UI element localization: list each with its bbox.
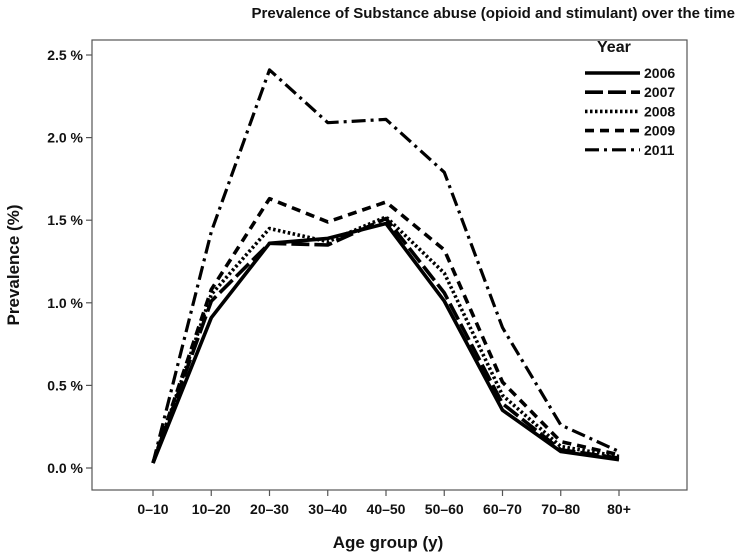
series-line-2009 [151,196,620,464]
x-tick-label: 40–50 [367,501,406,517]
x-tick-label: 10–20 [192,501,231,517]
x-tick-label: 80+ [607,501,631,517]
y-tick-label: 0.0 % [47,460,83,476]
x-tick-label: 60–70 [483,501,522,517]
y-axis-label: Prevalence (%) [4,205,23,326]
legend-label-2008: 2008 [644,103,675,119]
y-tick-label: 1.5 % [47,212,83,228]
x-tick-label: 50–60 [425,501,464,517]
y-tick-label: 2.5 % [47,47,83,63]
legend-label-2009: 2009 [644,123,675,139]
legend-label-2007: 2007 [644,84,675,100]
series-line-2006 [151,221,620,464]
y-tick-label: 1.0 % [47,295,83,311]
legend-title: Year [597,39,631,56]
legend-label-2011: 2011 [644,142,675,158]
x-tick-label: 70–80 [541,501,580,517]
plot-area-frame [91,39,688,491]
y-axis: 0.0 % 0.5 % 1.0 % 1.5 % 2.0 % 2.5 % [47,47,92,476]
x-tick-label: 20–30 [250,501,289,517]
y-tick-label: 2.0 % [47,130,83,146]
x-tick-label: 0–10 [137,501,168,517]
x-axis: 0–10 10–20 20–30 30–40 40–50 50–60 60–70 70–80 8… [137,490,631,517]
series-line-2008 [151,215,620,464]
series-line-2011 [151,68,620,464]
legend-label-2006: 2006 [644,65,675,81]
legend: Year 2006 2007 2008 2009 2011 [585,39,675,158]
x-axis-label: Age group (y) [333,533,444,552]
series-layer [151,68,620,464]
series-line-2007 [151,216,620,464]
y-tick-label: 0.5 % [47,377,83,393]
chart-title: Prevalence of Substance abuse (opioid an… [252,5,735,22]
x-tick-label: 30–40 [308,501,347,517]
